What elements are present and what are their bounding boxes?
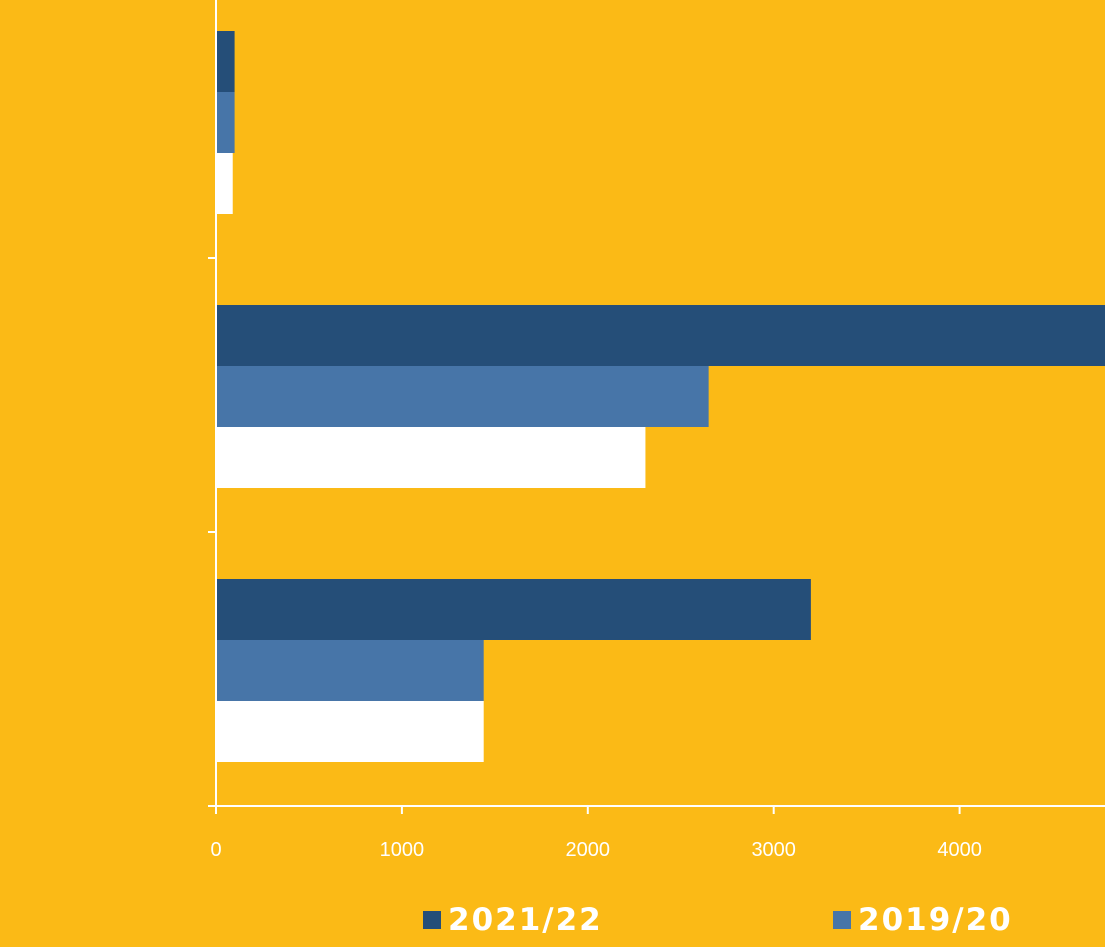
bar-series2-category1 <box>216 427 646 488</box>
x-tick-label: 2000 <box>566 839 611 861</box>
bar-series1-category1 <box>216 366 709 427</box>
x-tick-labels: 0 1000 2000 3000 4000 <box>210 839 981 861</box>
bar-series1-category2 <box>216 640 484 701</box>
legend-label-2019-20: 2019/20 <box>858 902 1013 938</box>
x-tick-label: 4000 <box>937 839 982 861</box>
legend-item-2019-20: 2019/20 <box>833 898 1013 942</box>
bar-series0-category0 <box>216 31 235 92</box>
bar-series0-category1 <box>216 305 1105 366</box>
chart-axes <box>208 0 1105 814</box>
bar-series1-category0 <box>216 92 235 153</box>
x-tick-label: 1000 <box>380 839 425 861</box>
x-tick-label: 3000 <box>751 839 796 861</box>
bar-series2-category2 <box>216 701 484 762</box>
chart-bars <box>216 31 1105 762</box>
legend-item-2021-22: 2021/22 <box>423 898 603 942</box>
bar-series0-category2 <box>216 579 811 640</box>
legend-swatch-2019-20 <box>833 911 851 929</box>
x-tick-label: 0 <box>210 839 221 861</box>
legend-swatch-2021-22 <box>423 911 441 929</box>
chart-legend: 2021/22 2019/20 <box>0 898 1105 942</box>
bar-series2-category0 <box>216 153 233 214</box>
legend-label-2021-22: 2021/22 <box>448 902 603 938</box>
